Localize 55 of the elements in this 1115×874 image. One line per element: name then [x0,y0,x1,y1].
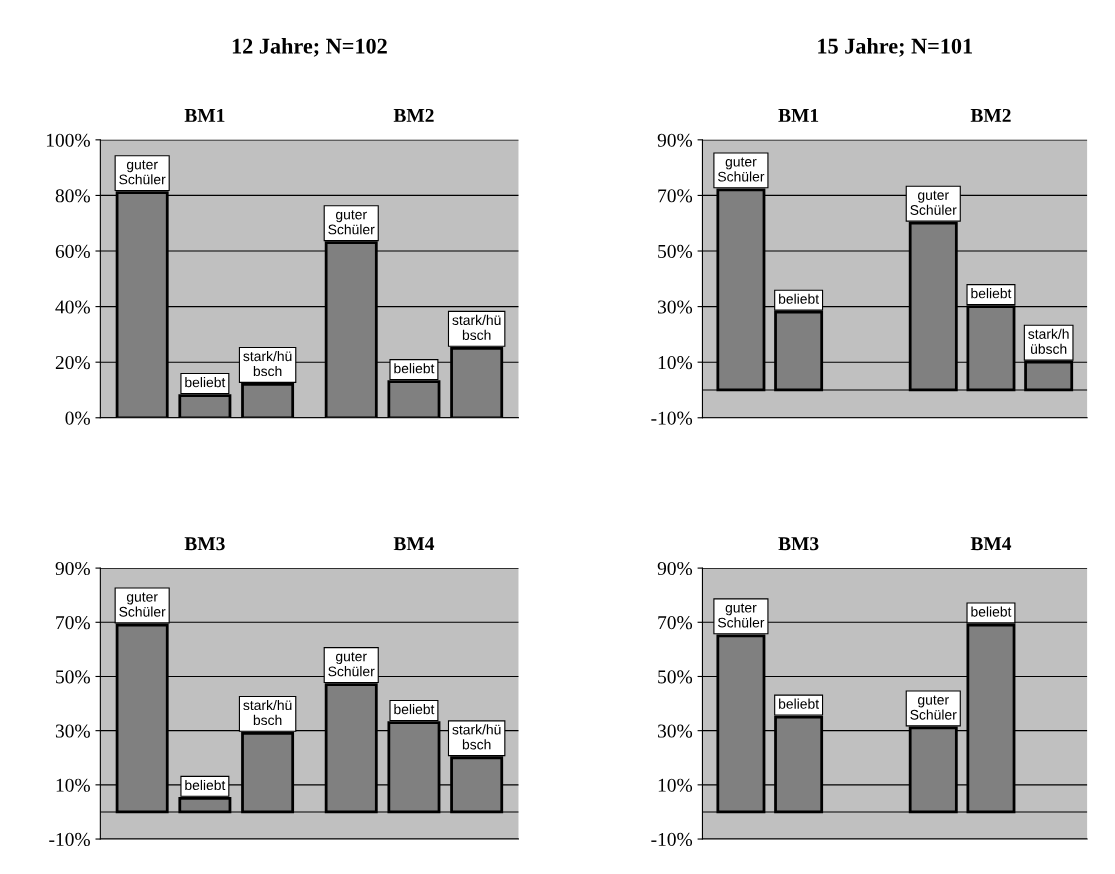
series-label: guter Schüler [718,603,765,628]
text: guter Schüler [119,160,166,185]
y-tick-label: 80% [55,189,90,203]
text: beliebt [971,288,1012,299]
y-tick-label: -10% [651,832,693,847]
chart-title: 12 Jahre; N=102 [232,37,387,57]
y-tick-label: 90% [657,561,693,576]
y-tick-label: 60% [55,244,90,259]
x-tick-label: BM4 [393,537,435,551]
y-tick-label: 10% [658,778,693,792]
y-tick-label: -10% [49,832,90,847]
y-tick-label: 50% [658,670,693,684]
series-label: guter Schüler [718,157,765,182]
text: stark/hü bsch [452,314,501,340]
text: beliebt [971,606,1012,617]
y-tick-label: 10% [658,356,693,370]
series-label: beliebt [185,377,226,388]
y-tick-label: 100% [46,133,90,147]
y-tick-label: 70% [56,616,90,630]
text: guter Schüler [910,695,957,720]
x-tick-label: BM2 [393,108,434,122]
text: guter Schüler [910,190,957,215]
text: beliebt [394,363,435,374]
series-label: guter Schüler [328,210,375,235]
y-tick-label: 70% [658,616,693,630]
series-label: beliebt [779,698,819,709]
y-tick-label: 50% [56,670,90,684]
x-tick-label: BM3 [778,537,819,551]
y-tick-label: 90% [657,133,693,147]
x-tick-label: BM4 [970,537,1012,551]
y-tick-label: 30% [658,724,693,738]
text: beliebt [394,704,435,715]
y-tick-label: 0% [65,411,90,425]
y-tick-label: 30% [658,300,693,314]
y-tick-label: 70% [658,189,693,203]
chart-title: 15 Jahre; N=101 [818,37,972,57]
series-label: stark/hü bsch [243,699,292,726]
x-tick-label: BM1 [184,108,225,122]
x-tick-label: BM3 [184,537,225,551]
series-label: guter Schüler [119,592,166,617]
y-tick-label: 40% [55,300,90,314]
y-tick-label: 30% [55,724,90,738]
series-label: beliebt [185,779,226,791]
x-tick-label: BM1 [778,108,819,122]
y-tick-label: 20% [55,356,90,370]
series-label: beliebt [779,293,819,304]
y-tick-label: -10% [651,411,693,425]
y-tick-label: 10% [56,778,90,792]
text: guter Schüler [328,652,375,677]
x-tick-label: BM2 [970,108,1011,122]
series-label: stark/h übsch [1028,328,1069,354]
series-label: stark/hü bsch [243,350,292,377]
y-tick-label: 50% [658,244,693,259]
text: stark/hü bsch [452,724,501,750]
y-tick-label: 90% [55,561,90,576]
